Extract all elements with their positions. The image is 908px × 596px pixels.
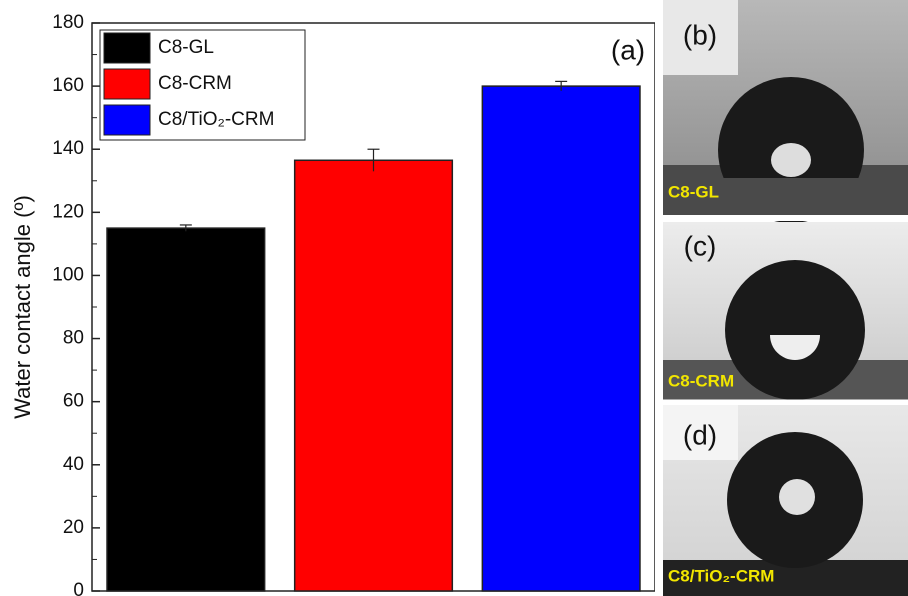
y-tick-label: 40 bbox=[63, 454, 84, 475]
photo-caption: C8/TiO₂-CRM bbox=[668, 566, 774, 585]
legend-label: C8-CRM bbox=[158, 73, 232, 94]
legend-label: C8/TiO₂-CRM bbox=[158, 109, 274, 130]
bar bbox=[482, 86, 640, 591]
legend-swatch bbox=[104, 105, 150, 135]
y-tick-label: 0 bbox=[73, 580, 84, 596]
figure: Water contact angle (º) (a) 0 20 40 60 80 100… bbox=[0, 0, 908, 596]
y-tick-label: 180 bbox=[52, 12, 84, 33]
y-tick-label: 160 bbox=[52, 75, 84, 96]
y-tick-label: 100 bbox=[52, 264, 84, 285]
y-tick-label: 80 bbox=[63, 328, 84, 349]
photo-caption: C8-GL bbox=[668, 182, 719, 201]
legend-swatch bbox=[104, 33, 150, 63]
y-tick-label: 20 bbox=[63, 517, 84, 538]
y-tick-label: 140 bbox=[52, 138, 84, 159]
y-tick-label: 60 bbox=[63, 391, 84, 412]
bar bbox=[295, 160, 453, 591]
photo-label: (b) bbox=[683, 19, 717, 50]
y-tick-label: 120 bbox=[52, 201, 84, 222]
photo-label: (c) bbox=[684, 230, 717, 261]
legend-label: C8-GL bbox=[158, 37, 214, 58]
photo-caption: C8-CRM bbox=[668, 371, 734, 390]
photo-label: (d) bbox=[683, 419, 717, 450]
bar bbox=[107, 228, 265, 591]
legend-swatch bbox=[104, 69, 150, 99]
y-axis-label: Water contact angle (º) bbox=[10, 195, 35, 419]
panel-label: (a) bbox=[611, 34, 645, 65]
